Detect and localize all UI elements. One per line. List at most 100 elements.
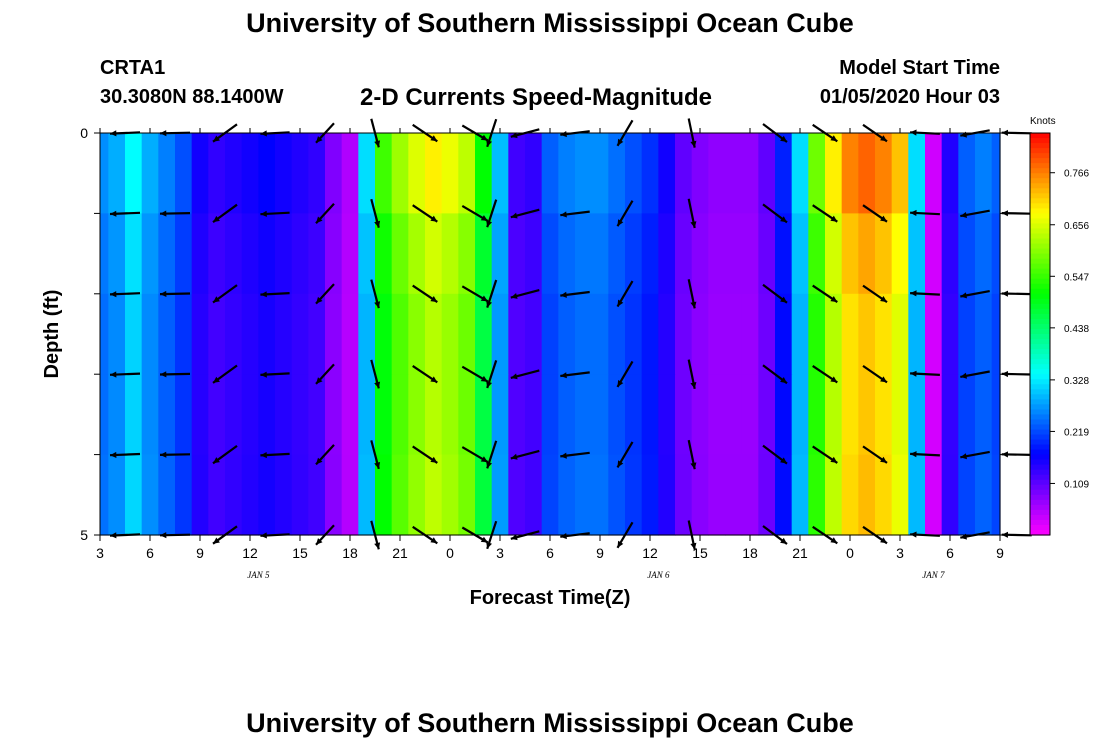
heatmap-cell xyxy=(625,293,643,375)
station-id: CRTA1 xyxy=(100,57,166,79)
arrow-head xyxy=(430,215,438,222)
arrow-head xyxy=(260,452,267,459)
date-label: JAN 7 xyxy=(922,570,945,580)
arrow-head xyxy=(510,293,518,299)
heatmap-cell xyxy=(191,213,209,295)
heatmap-cell xyxy=(591,454,609,536)
arrow-head xyxy=(830,537,838,544)
current-arrow xyxy=(159,290,191,297)
heatmap-cell xyxy=(841,133,859,214)
heatmap-cell xyxy=(941,374,959,456)
colorbar-segment xyxy=(1030,454,1050,461)
heatmap-cell xyxy=(458,374,476,456)
current-arrow xyxy=(212,364,238,384)
x-tick-label: 12 xyxy=(642,545,658,561)
colorbar-segment xyxy=(1030,489,1050,496)
current-arrow xyxy=(762,444,788,465)
arrow-head xyxy=(880,215,887,222)
heatmap-cell xyxy=(941,293,959,375)
heatmap-cell xyxy=(691,293,709,375)
colorbar-segment xyxy=(1030,158,1050,164)
arrow-head xyxy=(960,372,967,379)
heatmap-cell xyxy=(508,454,526,536)
colorbar-segment xyxy=(1030,514,1050,521)
heatmap-cell xyxy=(425,374,443,456)
current-arrow xyxy=(812,364,838,384)
colorbar-segment xyxy=(1030,138,1050,144)
arrow-head xyxy=(910,290,917,297)
heatmap-cell xyxy=(675,133,693,214)
current-arrow xyxy=(510,369,540,380)
heatmap-cell xyxy=(658,293,676,375)
heatmap-cell xyxy=(808,454,826,536)
current-arrow xyxy=(510,289,540,299)
colorbar-segment xyxy=(1030,384,1050,390)
heatmap-cell xyxy=(675,374,693,456)
heatmap-cell xyxy=(908,454,926,536)
heatmap-cell xyxy=(775,213,793,295)
x-tick-label: 6 xyxy=(546,545,554,561)
current-arrow xyxy=(560,290,590,298)
heatmap-cell xyxy=(408,213,426,295)
arrow-head xyxy=(316,538,323,545)
colorbar-segment xyxy=(1030,344,1050,350)
current-arrow xyxy=(315,444,335,466)
heatmap-cell xyxy=(708,133,726,214)
heatmap-cell xyxy=(875,293,893,375)
colorbar-tick-label: 0.109 xyxy=(1064,479,1089,490)
heatmap-cell xyxy=(391,374,409,456)
arrow-head xyxy=(110,291,117,298)
heatmap-cell xyxy=(825,293,843,375)
colorbar-segment xyxy=(1030,168,1050,174)
arrow-head xyxy=(830,456,838,463)
heatmap-cell xyxy=(241,454,259,536)
heatmap-cell xyxy=(925,213,943,295)
heatmap-cell xyxy=(100,374,109,456)
arrow-head xyxy=(560,372,567,379)
arrow-head xyxy=(213,296,220,303)
heatmap-cell xyxy=(991,293,1001,375)
colorbar-segment xyxy=(1030,394,1050,400)
heatmap-cell xyxy=(158,454,176,536)
main-title: University of Southern Mississippi Ocean… xyxy=(246,8,854,38)
heatmap-cell xyxy=(308,133,326,214)
heatmap-cell xyxy=(225,133,243,214)
heatmap-cell xyxy=(241,374,259,456)
current-arrow xyxy=(212,203,238,223)
colorbar-segment xyxy=(1030,334,1050,340)
arrow-head xyxy=(480,456,488,463)
heatmap-cell xyxy=(475,213,493,295)
arrow-head xyxy=(260,291,267,298)
current-arrow xyxy=(910,370,940,377)
heatmap-cell xyxy=(641,293,659,375)
current-arrow xyxy=(461,446,489,464)
colorbar-tick-label: 0.766 xyxy=(1064,169,1089,180)
y-tick-label: 5 xyxy=(80,527,88,543)
model-start-value: 01/05/2020 Hour 03 xyxy=(819,86,1000,108)
colorbar-segment xyxy=(1030,173,1050,179)
heatmap-cell xyxy=(541,213,559,295)
arrow-head xyxy=(110,451,117,458)
current-arrow xyxy=(762,203,788,224)
arrow-head xyxy=(690,462,697,470)
chart-subtitle: 2-D Currents Speed-Magnitude xyxy=(360,84,713,111)
heatmap-cell xyxy=(625,374,643,456)
current-arrow xyxy=(486,279,498,308)
current-arrow xyxy=(616,360,634,388)
heatmap-cell xyxy=(825,454,843,536)
arrow-head xyxy=(374,381,381,389)
heatmap-cell xyxy=(958,374,976,456)
arrow-head xyxy=(213,135,220,142)
arrow-head xyxy=(160,210,167,217)
heatmap-cell xyxy=(958,133,976,214)
arrow-head xyxy=(486,139,492,147)
heatmap-cell xyxy=(158,374,176,456)
heatmap-cell xyxy=(975,213,993,295)
arrow-head xyxy=(260,371,267,378)
colorbar-segment xyxy=(1030,178,1050,184)
colorbar-segment xyxy=(1030,188,1050,194)
heatmap-cell xyxy=(958,293,976,375)
date-label: JAN 5 xyxy=(247,570,270,580)
colorbar-segment xyxy=(1030,464,1050,471)
current-arrow xyxy=(486,360,498,389)
